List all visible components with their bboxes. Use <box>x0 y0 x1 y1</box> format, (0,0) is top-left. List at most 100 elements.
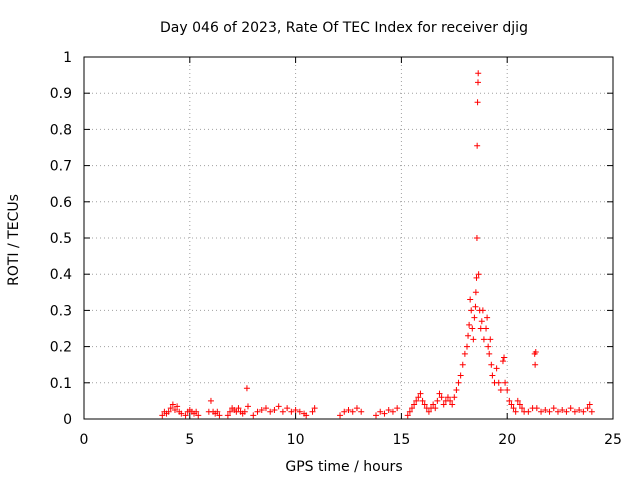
data-point <box>411 401 418 408</box>
data-point <box>174 403 181 410</box>
data-point <box>576 406 583 413</box>
data-point <box>546 408 553 415</box>
data-point <box>303 412 310 419</box>
data-point <box>258 406 265 413</box>
data-point <box>471 314 478 321</box>
data-point <box>475 70 482 77</box>
y-tick-label: 0.7 <box>50 159 72 175</box>
data-point <box>519 405 526 412</box>
data-point <box>288 408 295 415</box>
data-point <box>493 365 500 372</box>
data-point <box>483 325 490 332</box>
data-point <box>415 394 422 401</box>
data-point <box>497 387 504 394</box>
data-point <box>296 408 303 415</box>
data-point <box>434 397 441 404</box>
data-point <box>550 405 557 412</box>
data-point <box>447 397 454 404</box>
data-point <box>309 408 316 415</box>
axis-ticks: 0 5 10 15 20 25 0 0.1 0.2 0.3 0.4 0.5 0.6 0.7 0.8 0.9 1 <box>50 50 622 448</box>
data-point <box>487 336 494 343</box>
data-point <box>480 336 487 343</box>
data-point <box>485 343 492 350</box>
chart-title: Day 046 of 2023, Rate Of TEC Index for r… <box>160 20 528 36</box>
x-axis-label: GPS time / hours <box>285 459 402 475</box>
data-point <box>472 303 479 310</box>
data-point <box>292 406 299 413</box>
y-axis-label: ROTI / TECUs <box>6 194 22 286</box>
y-tick-label: 0.4 <box>50 267 72 283</box>
data-point <box>502 379 509 386</box>
data-point <box>171 406 178 413</box>
data-point <box>473 235 480 241</box>
x-tick-label: 25 <box>604 432 622 448</box>
y-tick-label: 0.1 <box>50 376 72 392</box>
data-point <box>214 408 221 415</box>
data-point <box>193 408 200 415</box>
data-point <box>479 307 486 314</box>
data-point <box>504 387 511 394</box>
data-point <box>463 343 470 350</box>
data-point <box>195 412 202 419</box>
data-point <box>472 289 479 296</box>
data-point <box>475 271 482 278</box>
y-tick-label: 0.3 <box>50 303 72 319</box>
y-tick-label: 0.6 <box>50 195 72 211</box>
data-point <box>337 412 344 419</box>
data-point <box>182 412 189 419</box>
data-point <box>473 274 480 281</box>
x-tick-label: 15 <box>392 432 410 448</box>
data-point <box>408 405 415 412</box>
data-point <box>165 408 172 415</box>
data-point <box>394 405 401 412</box>
data-point <box>262 405 269 412</box>
data-point <box>538 408 545 415</box>
x-tick-label: 0 <box>80 432 89 448</box>
data-point <box>250 412 257 419</box>
data-point <box>432 405 439 412</box>
data-point <box>474 142 481 149</box>
data-point <box>470 336 477 343</box>
data-point <box>438 394 445 401</box>
data-point <box>349 408 356 415</box>
x-tick-label: 5 <box>185 432 194 448</box>
data-point <box>284 405 291 412</box>
data-point <box>159 412 166 419</box>
data-point <box>514 397 521 404</box>
data-point <box>457 372 464 379</box>
data-point <box>532 349 539 356</box>
x-tick-label: 10 <box>287 432 305 448</box>
data-point <box>353 405 360 412</box>
data-point <box>358 408 365 415</box>
y-tick-label: 0.2 <box>50 340 72 356</box>
data-point <box>440 401 447 408</box>
data-point <box>459 361 466 368</box>
data-point <box>468 307 475 314</box>
data-point <box>404 412 411 419</box>
plot-frame <box>83 56 614 420</box>
data-point <box>499 358 506 365</box>
data-point <box>455 379 462 386</box>
data-point <box>419 397 426 404</box>
y-tick-label: 0.9 <box>50 86 72 102</box>
data-point <box>469 325 476 332</box>
x-tick-label: 20 <box>498 432 516 448</box>
data-point <box>449 401 456 408</box>
data-point <box>241 408 248 415</box>
data-point <box>377 408 384 415</box>
data-point <box>510 405 517 412</box>
data-point <box>465 332 472 339</box>
data-point <box>381 410 388 417</box>
data-point <box>486 350 493 357</box>
data-point <box>542 406 549 413</box>
data-point <box>474 79 481 86</box>
data-point <box>421 401 428 408</box>
data-point <box>224 412 231 419</box>
data-point <box>444 394 451 401</box>
data-point <box>554 408 561 415</box>
data-point <box>466 321 473 328</box>
data-point <box>311 405 318 412</box>
data-point <box>373 412 380 419</box>
data-point <box>586 401 593 408</box>
